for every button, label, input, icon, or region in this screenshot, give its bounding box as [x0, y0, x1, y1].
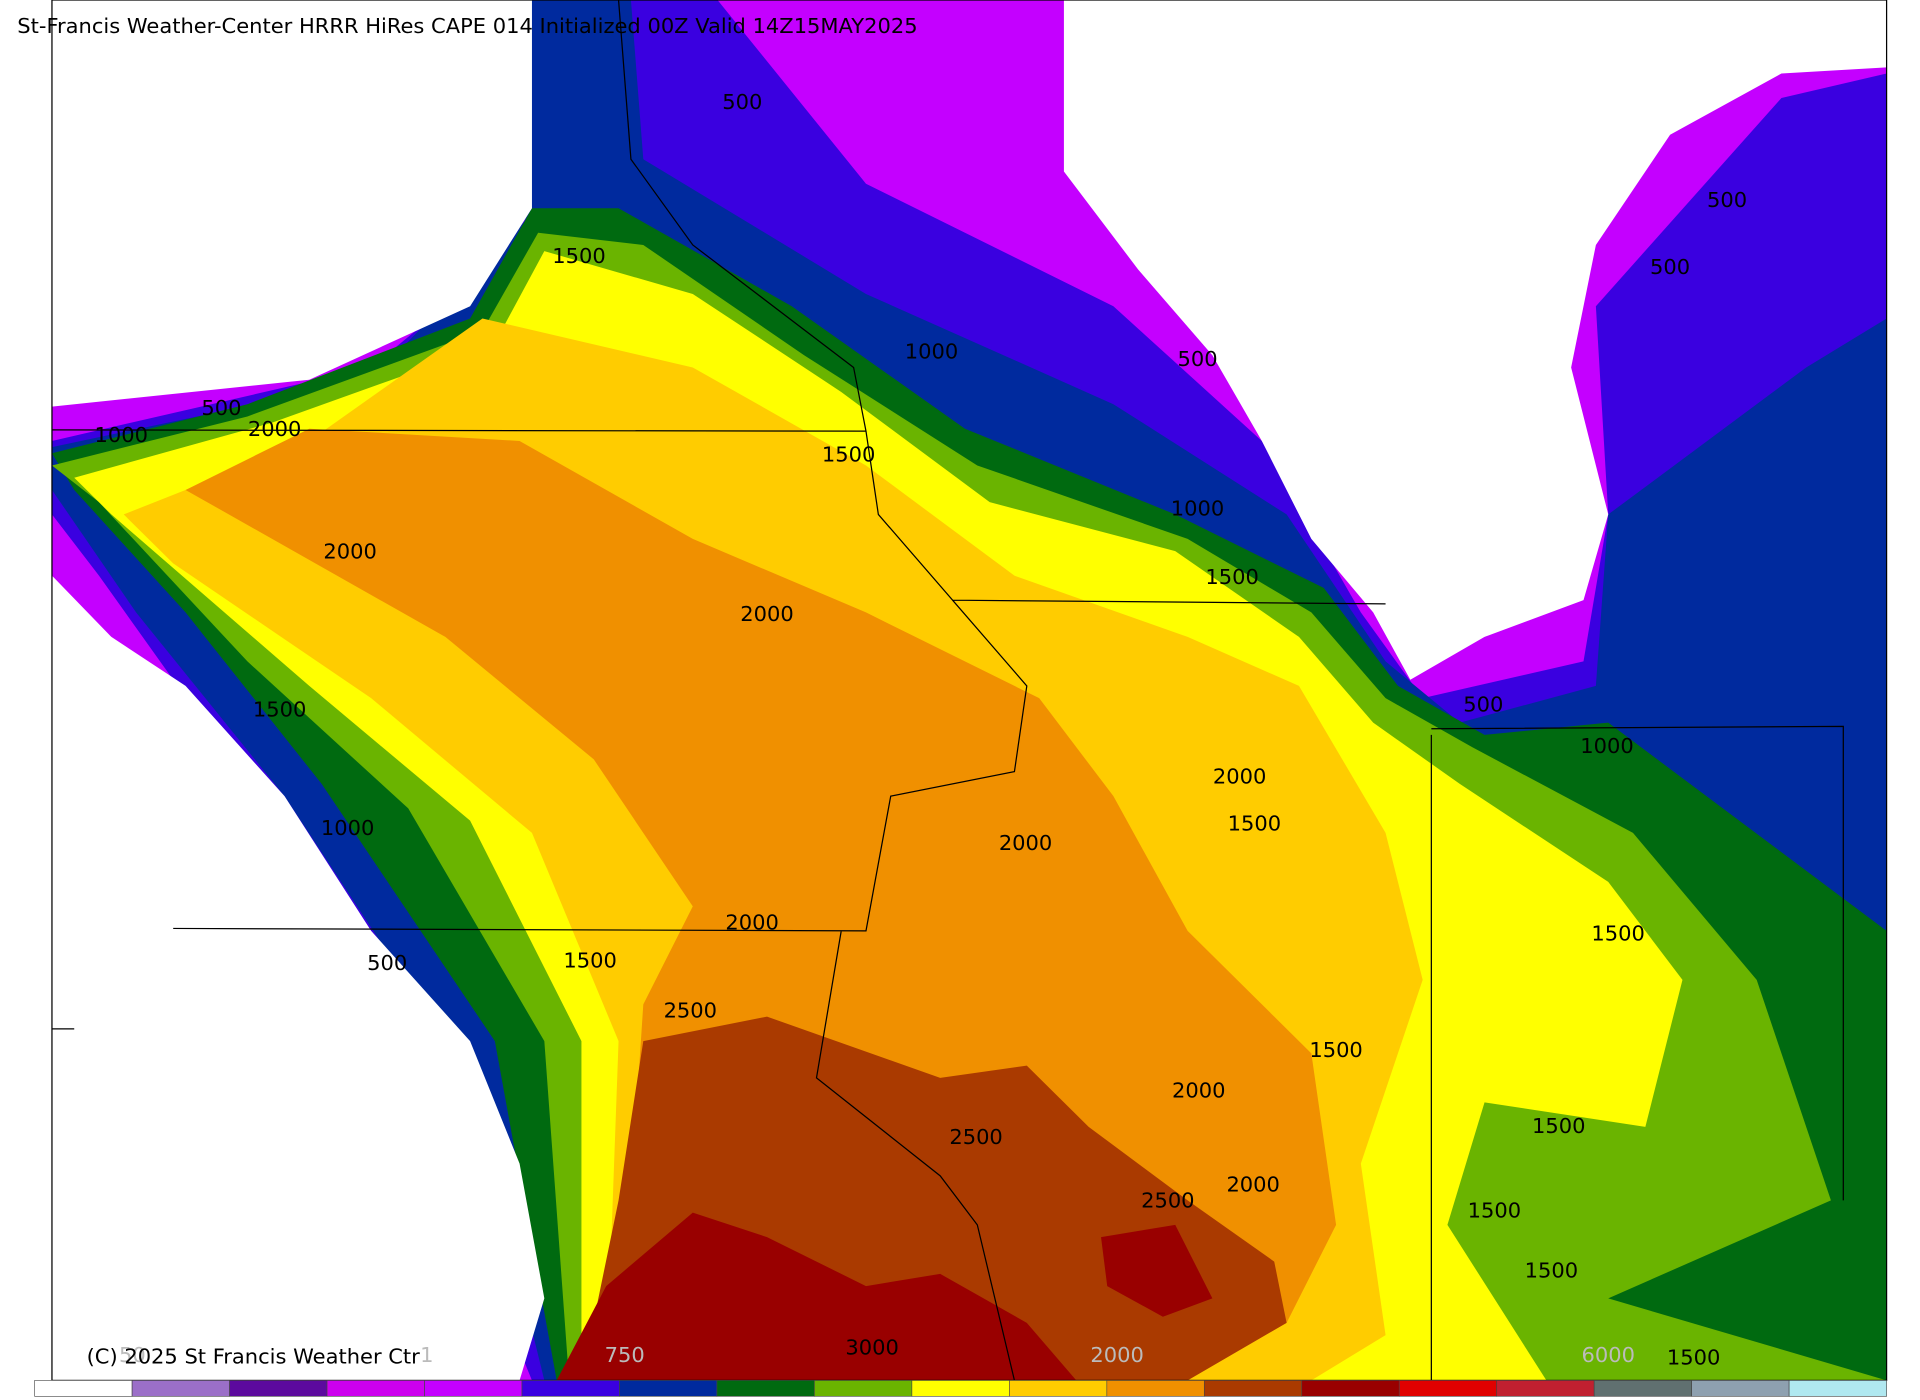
colorbar-swatch: [716, 1380, 815, 1397]
contour-label: 2000: [999, 831, 1052, 855]
contour-label: 1500: [552, 244, 605, 268]
contour-label: 2000: [740, 602, 793, 626]
cape-fields: [51, 0, 1887, 1381]
colorbar-swatch: [326, 1380, 425, 1397]
colorbar-swatch: [1398, 1380, 1498, 1397]
colorbar-swatch: [1593, 1380, 1692, 1397]
colorbar-swatch: [131, 1380, 230, 1397]
contour-label: 1000: [321, 816, 374, 840]
colorbar-label: 2000: [1090, 1343, 1143, 1367]
colorbar: 50 1 750 2000 6000: [34, 1343, 1887, 1397]
contour-label: 1500: [822, 443, 875, 467]
colorbar-swatch: [911, 1380, 1010, 1397]
colorbar-swatch: [1788, 1380, 1887, 1397]
contour-label: 1500: [1468, 1198, 1521, 1222]
colorbar-swatch: [1009, 1380, 1108, 1397]
contour-label: 500: [1177, 347, 1217, 371]
contour-label: 1500: [1205, 565, 1258, 589]
cape-band: [51, 0, 1887, 1381]
contour-label: 1500: [1591, 922, 1644, 946]
contour-label: 1500: [253, 697, 306, 721]
contour-label: 2000: [1226, 1173, 1279, 1197]
colorbar-swatch: [1106, 1380, 1205, 1397]
colorbar-swatch: [1301, 1380, 1400, 1397]
contour-label: 500: [1707, 188, 1747, 212]
cape-band: [556, 1212, 1213, 1381]
colorbar-label: 50: [119, 1343, 146, 1367]
colorbar-swatch: [814, 1380, 913, 1397]
colorbar-swatch: [229, 1380, 328, 1397]
contour-label: 500: [201, 396, 241, 420]
contour-label: 1000: [94, 423, 147, 447]
contour-label: 500: [722, 90, 762, 114]
contour-label: 500: [1463, 693, 1503, 717]
colorbar-swatch: [1496, 1380, 1595, 1397]
colorbar-swatch: [34, 1380, 133, 1397]
contour-label: 1500: [563, 949, 616, 973]
contour-label: 2000: [1213, 765, 1266, 789]
borders: [51, 0, 1844, 1381]
contour-label: 3000: [845, 1336, 898, 1360]
contour-label: 2000: [725, 911, 778, 935]
colorbar-swatch: [1203, 1380, 1303, 1397]
contour-label: 1000: [1171, 497, 1224, 521]
contour-label: 1500: [1309, 1038, 1362, 1062]
contour-label: 500: [1650, 255, 1690, 279]
contour-label: 1000: [1580, 734, 1633, 758]
colorbar-label: 750: [605, 1343, 645, 1367]
title: St-Francis Weather-Center HRRR HiRes CAP…: [17, 14, 917, 38]
colorbar-swatch: [424, 1380, 523, 1397]
colorbar-swatch: [521, 1380, 620, 1397]
contour-label: 1500: [1532, 1114, 1585, 1138]
contour-label: 2500: [949, 1125, 1002, 1149]
contour-label: 1500: [1228, 811, 1281, 835]
contour-label: 2500: [1141, 1189, 1194, 1213]
contour-label: 1500: [1525, 1258, 1578, 1282]
colorbar-swatch: [1691, 1380, 1790, 1397]
contour-label: 2000: [248, 417, 301, 441]
colorbar-label: 6000: [1582, 1343, 1635, 1367]
contour-label: 1000: [905, 340, 958, 364]
contour-label: 500: [367, 951, 407, 975]
colorbar-label: 1: [420, 1343, 433, 1367]
state-borders: [51, 0, 1844, 1381]
contour-label: 1500: [1667, 1345, 1720, 1369]
copyright: (C) 2025 St Francis Weather Ctr: [87, 1344, 421, 1368]
contour-label: 2000: [1172, 1078, 1225, 1102]
contour-label: 2000: [323, 539, 376, 563]
contour-label: 2500: [664, 999, 717, 1023]
colorbar-swatch: [619, 1380, 718, 1397]
